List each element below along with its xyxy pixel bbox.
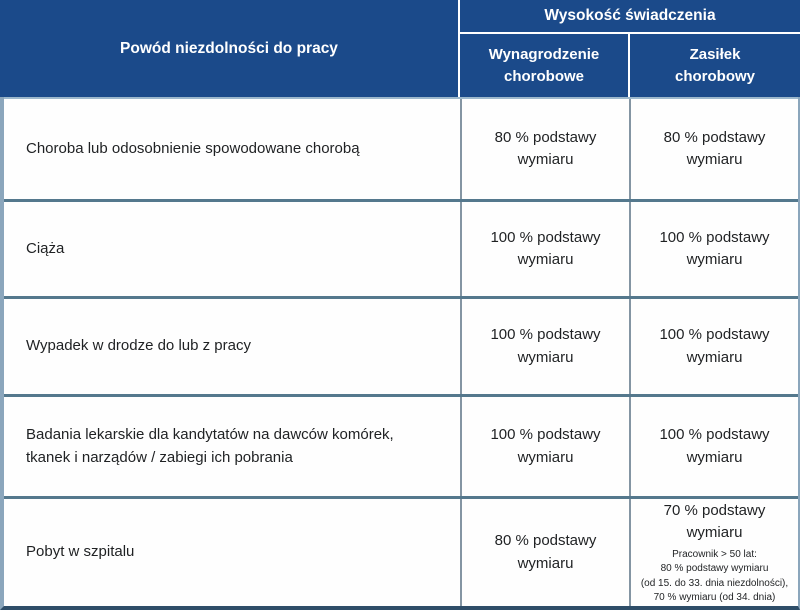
table-row: Pobyt w szpitalu 80 % podstawy wymiaru 7… <box>4 496 798 606</box>
header-reason-column: Powód niezdolności do pracy <box>0 0 460 97</box>
zasilek-cell: 100 % podstawy wymiaru <box>629 202 798 296</box>
reason-cell: Ciąża <box>26 239 65 257</box>
table-row: Choroba lub odosobnienie spowodowane cho… <box>4 97 798 199</box>
wynagrodzenie-cell: 100 % podstawy wymiaru <box>460 299 629 394</box>
header-benefit-group: Wysokość świadczenia Wynagrodzenie choro… <box>460 0 800 97</box>
wynagrodzenie-cell: 100 % podstawy wymiaru <box>460 397 629 496</box>
header-benefit-title: Wysokość świadczenia <box>460 0 800 34</box>
reason-cell: Choroba lub odosobnienie spowodowane cho… <box>26 139 360 157</box>
zasilek-note-line: 70 % wymiaru (od 34. dnia) <box>653 592 776 603</box>
reason-cell: Wypadek w drodze do lub z pracy <box>26 337 251 355</box>
zasilek-cell: 100 % podstawy wymiaru <box>629 397 798 496</box>
zasilek-cell: 100 % podstawy wymiaru <box>629 299 798 394</box>
table-row: Ciąża 100 % podstawy wymiaru 100 % podst… <box>4 199 798 296</box>
zasilek-note-line: Pracownik > 50 lat: <box>672 548 757 560</box>
zasilek-cell: 80 % podstawy wymiaru <box>629 99 798 199</box>
table-body: Choroba lub odosobnienie spowodowane cho… <box>0 97 800 610</box>
zasilek-cell: 70 % podstawy wymiaru Pracownik > 50 lat… <box>629 499 798 606</box>
table-row: Badania lekarskie dla kandytatów na dawc… <box>4 394 798 496</box>
zasilek-value: 70 % podstawy wymiaru <box>663 501 766 542</box>
table-header: Powód niezdolności do pracy Wysokość świ… <box>0 0 800 97</box>
wynagrodzenie-cell: 80 % podstawy wymiaru <box>460 499 629 606</box>
wynagrodzenie-cell: 100 % podstawy wymiaru <box>460 202 629 296</box>
header-column-zasilek: Zasiłek chorobowy <box>674 45 755 85</box>
wynagrodzenie-cell: 80 % podstawy wymiaru <box>460 99 629 199</box>
table-row: Wypadek w drodze do lub z pracy 100 % po… <box>4 296 798 394</box>
header-column-wynagrodzenie: Wynagrodzenie chorobowe <box>460 34 630 97</box>
header-subcolumns: Wynagrodzenie chorobowe Zasiłek chorobow… <box>460 34 800 97</box>
zasilek-note-line: 80 % podstawy wymiaru <box>660 563 769 574</box>
reason-cell: Badania lekarskie dla kandytatów na dawc… <box>26 426 394 466</box>
zasilek-note-line: (od 15. do 33. dnia niezdolności), <box>640 577 789 589</box>
reason-cell: Pobyt w szpitalu <box>26 543 135 561</box>
